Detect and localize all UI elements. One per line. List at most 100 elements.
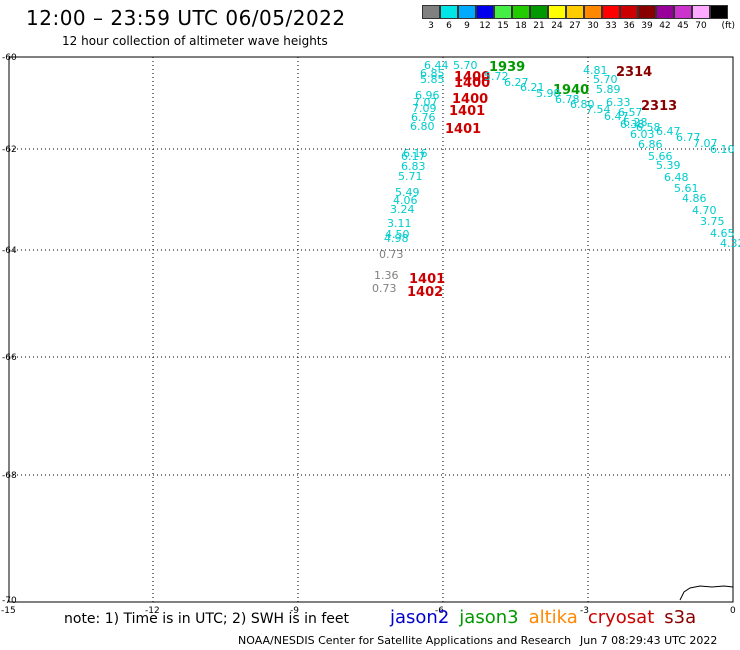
wave-height-value: 7.54 [586, 103, 611, 116]
colorbar-cell [566, 5, 584, 19]
colorbar-label: 36 [623, 21, 635, 31]
wave-height-value: 6.85 [420, 67, 445, 80]
colorbar-cell [530, 5, 548, 19]
pass-time-label: 1402 [407, 285, 443, 300]
longitude-label: -3 [580, 606, 589, 616]
credit-line: NOAA/NESDIS Center for Satellite Applica… [238, 634, 572, 647]
wave-height-colorbar [422, 5, 728, 19]
axis-labels: -15 -12 -9 -6 -3 0 -60 -62 -64 -66 -68 -70 [1, 53, 736, 616]
satellite-legend-item: altika [528, 607, 578, 628]
wave-height-value: 4.86 [682, 192, 707, 205]
wave-height-value: 5.39 [656, 159, 681, 172]
colorbar-label: 45 [677, 21, 689, 31]
wave-height-value: 4.98 [384, 232, 409, 245]
latitude-label: -66 [2, 353, 17, 363]
wave-height-value: 6.33 [606, 96, 631, 109]
pass-time-label: 1401 [409, 272, 445, 287]
wave-height-value: 6.44 [424, 59, 449, 72]
colorbar-label: 33 [605, 21, 617, 31]
latitude-label: -68 [2, 471, 17, 481]
satellite-legend-item: cryosat [587, 607, 655, 628]
wave-height-value: 6.10 [710, 143, 735, 156]
wave-height-value: 4.06 [393, 194, 418, 207]
colorbar-label: 15 [497, 21, 509, 31]
pass-time-label: 2314 [616, 65, 652, 80]
latitude-label: -70 [2, 596, 17, 606]
wave-height-value: 6.47 [656, 125, 681, 138]
longitude-label: -9 [290, 606, 299, 616]
wave-height-value: 7.09 [412, 102, 437, 115]
map-grid [9, 57, 733, 602]
colorbar-cell [440, 5, 458, 19]
latitude-label: -62 [2, 145, 17, 155]
wave-height-value: 6.80 [410, 120, 435, 133]
wave-height-value: 0.73 [379, 248, 404, 261]
colorbar-cell [602, 5, 620, 19]
wave-height-value: 6.83 [401, 160, 426, 173]
wave-height-value: 6.58 [636, 121, 661, 134]
latitude-label: -64 [2, 246, 17, 256]
satellite-legend-item: jason2 [390, 607, 450, 628]
colorbar-label: 42 [659, 21, 671, 31]
wave-height-value: 6.77 [676, 131, 701, 144]
colorbar-cell [476, 5, 494, 19]
satellite-legend: jason2 jason3 altika cryosat s3a [390, 607, 706, 628]
colorbar-cell [584, 5, 602, 19]
wave-height-value: 5.72 [484, 70, 509, 83]
longitude-label: -12 [145, 606, 160, 616]
colorbar-cell [512, 5, 530, 19]
wave-height-value: 6.27 [504, 76, 529, 89]
wave-height-value: 4.70 [692, 204, 717, 217]
wave-height-value: 6.16 [403, 147, 428, 160]
colorbar-label: 39 [641, 21, 653, 31]
satellite-legend-item: s3a [664, 607, 697, 628]
wave-height-value: 5.85 [420, 73, 445, 86]
wave-height-value: 6.03 [630, 128, 655, 141]
colorbar-cell [656, 5, 674, 19]
colorbar-cell [422, 5, 440, 19]
pass-time-label: 1400 [454, 76, 490, 91]
colorbar-label: 3 [428, 21, 434, 31]
wave-height-value: 7.07 [693, 137, 718, 150]
colorbar-label: 9 [464, 21, 470, 31]
wave-height-value: 5.89 [596, 83, 621, 96]
wave-height-value: 6.47 [604, 110, 629, 123]
wave-height-value: 6.28 [623, 116, 648, 129]
wave-height-value: 4.32 [720, 237, 740, 250]
wave-height-labels: 6.44 5.706.855.851939140014005.726.276.21… [372, 59, 740, 300]
footer-note: note: 1) Time is in UTC; 2) SWH is in fe… [64, 611, 350, 627]
wave-height-value: 5.70 [453, 59, 478, 72]
colorbar-label: 27 [569, 21, 581, 31]
coastline [679, 585, 734, 601]
wave-height-value: 4.65 [710, 227, 735, 240]
wave-height-value: 5.61 [674, 182, 699, 195]
wave-height-value: 6.78 [555, 93, 580, 106]
wave-height-value: 6.17 [401, 150, 426, 163]
pass-time-label: 1939 [489, 60, 525, 75]
wave-height-value: 7.07 [413, 96, 438, 109]
colorbar-label: 24 [551, 21, 563, 31]
wave-height-value: 3.75 [700, 215, 725, 228]
wave-height-value: 3.24 [390, 203, 415, 216]
colorbar-cell [458, 5, 476, 19]
map-title: 12:00 – 23:59 UTC 06/05/2022 [26, 6, 346, 30]
wave-height-value: 5.98 [536, 87, 561, 100]
wave-height-value: 6.80 [570, 98, 595, 111]
wave-height-value: 5.71 [398, 170, 423, 183]
wave-height-value: 4.50 [385, 228, 410, 241]
wave-height-value: 1.36 [374, 269, 399, 282]
map-subtitle: 12 hour collection of altimeter wave hei… [62, 34, 328, 48]
longitude-label: -15 [1, 606, 16, 616]
wave-height-value: 6.21 [520, 81, 545, 94]
generated-timestamp: Jun 7 08:29:43 UTC 2022 [580, 634, 718, 647]
wave-height-value: 6.48 [664, 171, 689, 184]
colorbar-cell [692, 5, 710, 19]
colorbar-label: 70 [695, 21, 707, 31]
wave-height-value: 6.76 [411, 111, 436, 124]
colorbar-label: 6 [446, 21, 452, 31]
colorbar-label: 12 [479, 21, 491, 31]
wave-height-value: 6.96 [415, 89, 440, 102]
pass-time-label: 2313 [641, 99, 677, 114]
pass-time-label: 1400 [452, 92, 488, 107]
